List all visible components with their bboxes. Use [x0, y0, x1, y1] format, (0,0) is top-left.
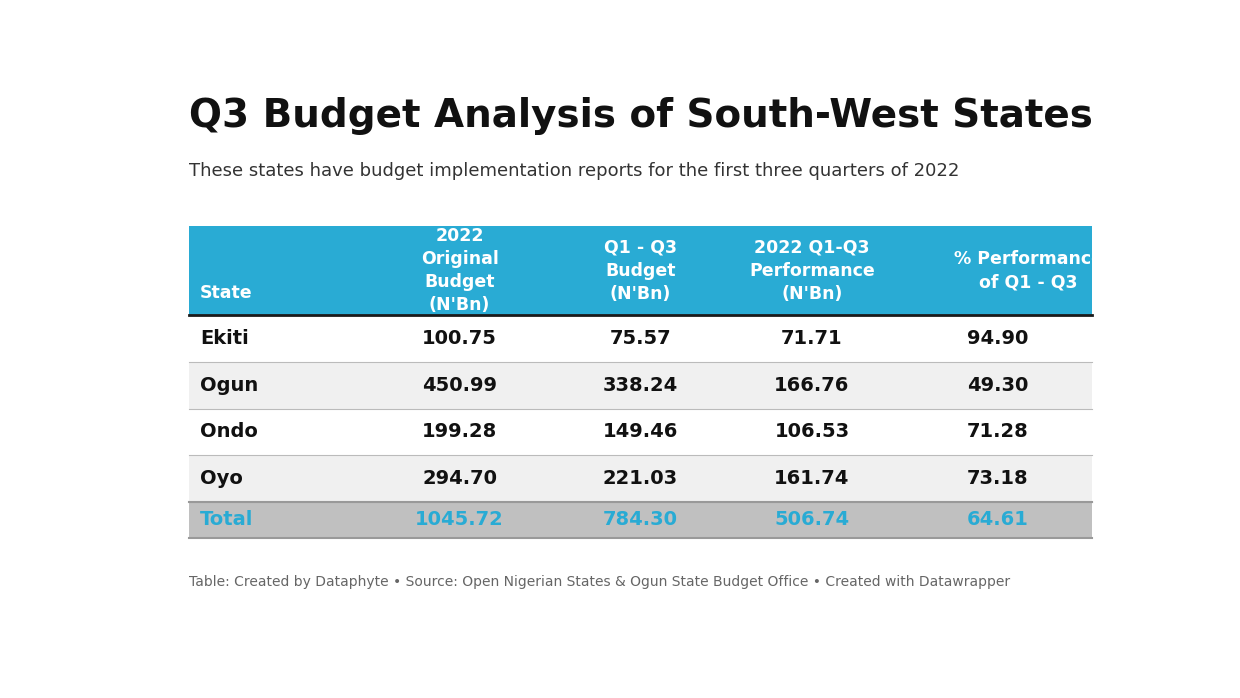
Text: 199.28: 199.28: [422, 422, 497, 441]
Text: Ekiti: Ekiti: [200, 329, 249, 348]
Bar: [188, 408, 1092, 455]
Text: Ogun: Ogun: [200, 376, 258, 394]
Bar: [188, 502, 1092, 538]
Text: 2022 Q1-Q3
Performance
(N'Bn): 2022 Q1-Q3 Performance (N'Bn): [749, 239, 874, 302]
Text: 106.53: 106.53: [774, 422, 849, 441]
Text: 149.46: 149.46: [603, 422, 678, 441]
Text: 71.28: 71.28: [967, 422, 1029, 441]
Text: 1045.72: 1045.72: [415, 510, 503, 530]
Text: 75.57: 75.57: [610, 329, 671, 348]
Text: 506.74: 506.74: [774, 510, 849, 530]
Bar: [188, 362, 1092, 408]
Text: 94.90: 94.90: [967, 329, 1029, 348]
Bar: [188, 455, 1092, 502]
Text: Q1 - Q3
Budget
(N'Bn): Q1 - Q3 Budget (N'Bn): [604, 239, 677, 302]
Text: 784.30: 784.30: [603, 510, 678, 530]
Text: 49.30: 49.30: [967, 376, 1029, 394]
Text: Total: Total: [200, 510, 253, 530]
Text: 71.71: 71.71: [781, 329, 843, 348]
Text: State: State: [200, 283, 253, 302]
Text: 450.99: 450.99: [422, 376, 497, 394]
Text: 64.61: 64.61: [967, 510, 1029, 530]
Text: 338.24: 338.24: [603, 376, 678, 394]
Text: 166.76: 166.76: [774, 376, 849, 394]
Text: % Performance
of Q1 - Q3: % Performance of Q1 - Q3: [955, 250, 1104, 291]
Text: 161.74: 161.74: [774, 469, 849, 488]
Text: 100.75: 100.75: [422, 329, 497, 348]
Text: 221.03: 221.03: [603, 469, 678, 488]
Text: Oyo: Oyo: [200, 469, 243, 488]
Text: These states have budget implementation reports for the first three quarters of : These states have budget implementation …: [188, 162, 959, 179]
Text: 294.70: 294.70: [422, 469, 497, 488]
Text: Table: Created by Dataphyte • Source: Open Nigerian States & Ogun State Budget O: Table: Created by Dataphyte • Source: Op…: [188, 575, 1009, 589]
Text: Ondo: Ondo: [200, 422, 258, 441]
Text: 73.18: 73.18: [967, 469, 1029, 488]
Bar: [188, 315, 1092, 362]
Text: Q3 Budget Analysis of South-West States: Q3 Budget Analysis of South-West States: [188, 97, 1092, 135]
Text: 2022
Original
Budget
(N'Bn): 2022 Original Budget (N'Bn): [420, 228, 498, 314]
